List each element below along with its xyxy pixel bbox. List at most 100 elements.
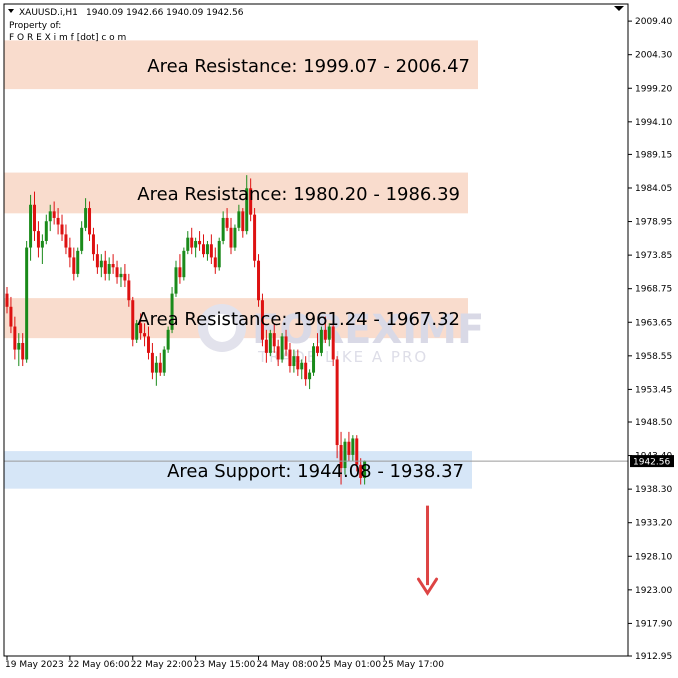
candle [29,194,33,261]
watermark-logo-inner-icon [208,314,236,342]
candle [182,247,186,281]
candle [127,273,131,307]
candle [253,208,257,268]
candle-body-bull [107,264,111,274]
candle-body-bear [178,267,182,278]
candle-body-bull [327,326,331,340]
candle [119,267,123,288]
watermark: FOREXIMF TRADE LIKE A PRO [198,304,484,366]
candle [68,237,72,268]
candle-body-bull [170,293,174,330]
resistance-zone [4,40,478,90]
candle [88,201,92,241]
candle [233,224,237,251]
candle-body-bear [249,188,253,215]
candle-body-bull [363,461,367,478]
candle-body-bull [174,267,178,294]
candle-body-bear [304,362,308,380]
candle-body-bear [150,352,154,373]
candle [44,214,48,245]
y-tick-label: 1989.15 [635,150,672,160]
chart-header: XAUUSD.i,H1 1940.09 1942.66 1940.09 1942… [8,8,244,43]
y-tick-label: 2009.40 [635,17,672,27]
candle-body-bear [143,333,147,337]
candle-body-bear [139,323,143,334]
y-tick-label: 2004.30 [635,51,672,61]
candle [76,247,80,278]
candle [162,346,166,376]
candle-body-bear [347,441,351,455]
candle-body-bear [359,464,363,478]
plot-frame [3,3,629,657]
candle-body-bull [280,336,284,360]
candle-body-bear [91,234,95,255]
candle [323,316,327,344]
candle [315,333,319,357]
candle [339,431,343,485]
candle-body-bear [60,224,64,235]
candle-body-bear [355,438,359,465]
y-tick-label: 1978.95 [635,218,672,228]
candle-body-bear [213,257,217,268]
y-axis: 2009.40 2004.30 1999.20 1994.10 1989.15 1984.… [628,17,672,662]
candle [225,208,229,232]
candle [21,333,25,367]
candle [229,217,233,255]
candle-body-bear [190,237,194,248]
candle-body-bull [40,240,44,248]
candle-body-bear [331,326,335,360]
candle-body-bear [209,244,213,258]
candle [221,211,225,245]
projection-layer [417,505,439,596]
resistance-zone-label: Area Resistance: 1999.07 - 2006.47 [147,56,470,77]
y-tick-label: 1958.55 [635,352,672,362]
candle-body-bear [264,339,268,353]
candle-body-bull [186,237,190,251]
y-tick-label: 1943.40 [635,452,672,462]
candle-body-bull [245,188,249,232]
down-arrow-icon [417,577,439,596]
candle [296,349,300,376]
candle [40,234,44,265]
dropdown-triangle-icon[interactable] [8,9,14,13]
candle-body-bull [319,329,323,353]
x-tick-label: 22 May 06:00 [68,660,130,670]
resistance-zone-label: Area Resistance: 1980.20 - 1986.39 [137,184,460,205]
ohlc-label: 1940.09 1942.66 1940.09 1942.56 [86,8,244,18]
candle [139,313,143,340]
property-label: Property of: [9,21,61,31]
zones-layer [4,40,478,489]
candle [237,204,241,232]
candle-body-bull [29,204,33,248]
candle [146,326,150,360]
candle [335,356,339,459]
watermark-brand: FOREXIMF [252,307,484,353]
candle [217,237,221,271]
candle-body-bear [52,211,56,218]
candle-body-bull [154,362,158,373]
candle-body-bull [221,217,225,241]
candle-body-bear [5,293,9,307]
candle-body-bull [166,329,170,350]
y-tick-label: 1917.90 [635,619,672,629]
candle [115,260,119,284]
candle [99,254,103,278]
candle [194,237,198,258]
candle [178,254,182,284]
candle-body-bear [56,217,60,225]
candle-body-bear [111,264,115,268]
candle [288,343,292,373]
candle [72,247,76,281]
candle [304,356,308,386]
symbol-label: XAUUSD.i,H1 [19,8,78,18]
candle [308,369,312,390]
candle [52,201,56,225]
candle-body-bear [13,326,17,350]
candle-body-bull [237,211,241,228]
candle-body-bear [253,214,257,261]
candle [264,329,268,363]
support-zone-label: Area Support: 1944.08 - 1938.37 [167,461,464,482]
candle [312,343,316,376]
candle [158,352,162,376]
